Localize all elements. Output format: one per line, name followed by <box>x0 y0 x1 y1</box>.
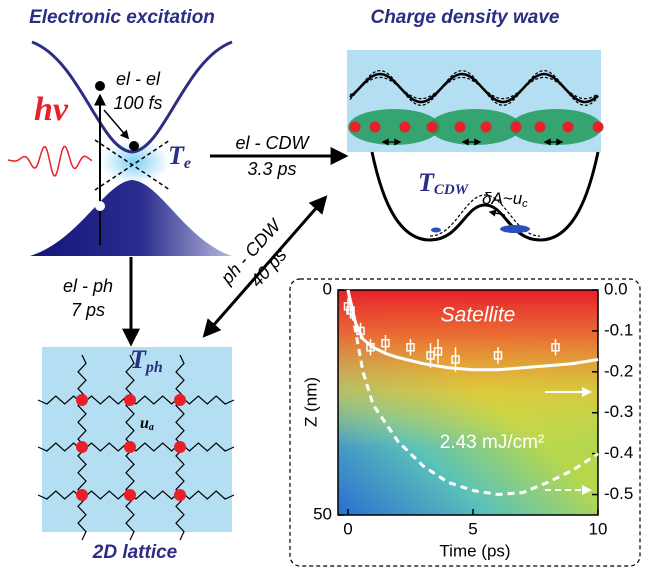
atom <box>593 122 604 133</box>
subscript: c <box>522 198 528 210</box>
panel-title: Electronic excitation <box>29 7 215 28</box>
fluence: 2.43 mJ/cm² <box>440 432 545 453</box>
y2-tick-label: 0.0 <box>604 279 628 298</box>
electron <box>95 81 105 91</box>
atom <box>535 122 546 133</box>
atom <box>124 489 136 501</box>
y2-tick-label: -0.5 <box>604 484 633 503</box>
atom <box>174 489 186 501</box>
atom <box>124 394 136 406</box>
main: u <box>140 415 149 432</box>
y-axis-label: Z (nm) <box>301 377 320 427</box>
electron <box>129 141 139 151</box>
atom <box>76 441 88 453</box>
subscript: CDW <box>434 182 470 198</box>
temperature: Te <box>168 141 191 172</box>
x-tick-label: 0 <box>343 519 352 538</box>
atom <box>455 122 466 133</box>
y-tick-label: 0 <box>323 279 332 298</box>
symbol: T <box>418 168 435 197</box>
light-wave <box>8 146 92 176</box>
atom <box>350 122 361 133</box>
charge-cloud <box>348 109 440 145</box>
photon-label: hv <box>34 91 69 128</box>
x-axis-label: Time (ps) <box>439 541 510 560</box>
y2-tick-label: -0.4 <box>604 443 633 462</box>
figure: Electronic excitation hv el - el 100 fs … <box>0 0 648 571</box>
atom <box>427 122 438 133</box>
atom <box>370 122 381 133</box>
panel-title: Charge density wave <box>370 7 559 28</box>
subscript: e <box>184 155 191 172</box>
hole <box>95 201 105 211</box>
lattice-box <box>42 347 232 532</box>
y2-tick-label: -0.2 <box>604 361 633 380</box>
process-label: el - el <box>116 69 161 89</box>
atom <box>400 122 411 133</box>
symbol: T <box>168 141 185 170</box>
y-tick-label: 50 <box>313 504 332 523</box>
subscript: ph <box>144 359 163 376</box>
time-label: 100 fs <box>113 93 162 113</box>
main: δA~u <box>482 189 523 208</box>
atom <box>563 122 574 133</box>
well-state <box>500 225 530 233</box>
valence-band <box>30 180 232 256</box>
atom <box>481 122 492 133</box>
charge-cloud <box>429 109 521 145</box>
process-label: el - CDW <box>236 133 311 153</box>
panel-title: 2D lattice <box>92 542 178 563</box>
well-state <box>431 228 441 233</box>
atom <box>511 122 522 133</box>
symbol: T <box>130 345 147 374</box>
annotation: Satellite <box>441 304 516 327</box>
atom <box>76 394 88 406</box>
x-tick-label: 10 <box>589 519 608 538</box>
process-label: el - ph <box>63 276 113 296</box>
atom <box>124 441 136 453</box>
time-label: 3.3 ps <box>247 159 296 179</box>
subscript: a <box>149 422 154 433</box>
time-label: 7 ps <box>71 300 105 320</box>
y2-tick-label: -0.3 <box>604 402 633 421</box>
atom <box>174 441 186 453</box>
charge-cloud <box>510 109 602 145</box>
atom <box>174 394 186 406</box>
coupling-label: ph - CDW 40 ps <box>216 214 304 304</box>
atom <box>76 489 88 501</box>
x-tick-label: 5 <box>468 519 477 538</box>
y2-tick-label: -0.1 <box>604 320 633 339</box>
amplitude-label: δA~uc <box>482 189 528 209</box>
temperature: TCDW <box>418 168 470 198</box>
